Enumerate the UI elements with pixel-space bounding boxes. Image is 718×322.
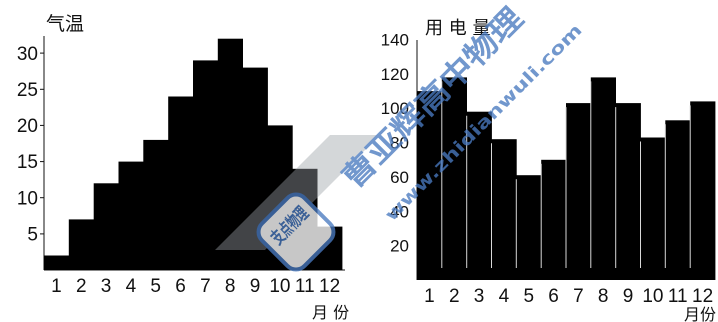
bar: [516, 175, 542, 280]
watermark-band: [215, 135, 380, 250]
y-tick-labels: 5 10 15 20 25 30: [17, 44, 44, 246]
x-tick-label: 12: [692, 286, 713, 307]
bar: [193, 60, 219, 271]
x-tick-label: 6: [548, 286, 559, 307]
x-tick-label: 10: [269, 276, 290, 297]
bar: [417, 91, 443, 280]
y-tick-label: 15: [17, 152, 38, 173]
x-tick-label: 8: [598, 286, 609, 307]
x-tick-label: 3: [474, 286, 485, 307]
bar: [541, 159, 567, 280]
bar: [665, 120, 691, 280]
x-tick-labels: 1 2 3 4 5 6 7 8 9 10 11 12: [424, 286, 713, 307]
bar: [466, 111, 492, 280]
x-tick-labels: 1 2 3 4 5 6 7 8 9 10 11 12: [51, 276, 340, 297]
x-tick-label: 7: [573, 286, 584, 307]
bar: [93, 183, 119, 270]
y-tick-label: 140: [381, 31, 409, 50]
y-tick-label: 20: [17, 116, 38, 137]
x-tick-label: 2: [449, 286, 460, 307]
x-tick-label: 1: [51, 276, 62, 297]
x-tick-label: 10: [642, 286, 663, 307]
bar: [143, 139, 169, 270]
y-tick-label: 20: [390, 237, 409, 256]
x-tick-label: 6: [175, 276, 186, 297]
bars: [44, 38, 343, 271]
y-tick-label: 5: [27, 225, 38, 246]
y-tick-label: 80: [390, 134, 409, 153]
bars: [417, 77, 716, 281]
y-axis-label: 用 电 量: [425, 18, 490, 39]
x-tick-label: 5: [150, 276, 161, 297]
y-tick-label: 60: [390, 168, 409, 187]
y-tick-label: 30: [17, 44, 38, 65]
bar: [566, 103, 592, 280]
bar: [168, 96, 194, 270]
y-tick-label: 100: [381, 99, 409, 118]
bar: [615, 103, 641, 280]
y-axis-label: 气温: [46, 13, 84, 35]
x-tick-label: 9: [250, 276, 261, 297]
y-tick-label: 10: [17, 188, 38, 209]
x-tick-label: 12: [319, 276, 340, 297]
x-axis-label: 月份: [684, 305, 716, 322]
bar: [44, 255, 70, 270]
y-tick-label: 40: [390, 202, 409, 221]
x-tick-label: 11: [295, 276, 315, 297]
bar: [590, 77, 616, 281]
x-tick-label: 2: [76, 276, 87, 297]
x-tick-label: 4: [126, 276, 137, 297]
x-tick-label: 3: [101, 276, 112, 297]
bar: [217, 38, 243, 271]
x-tick-label: 7: [200, 276, 211, 297]
x-tick-label: 1: [424, 286, 435, 307]
bar: [118, 161, 144, 270]
y-tick-labels: 20 40 60 80 100 120 140: [381, 31, 409, 256]
y-tick-label: 25: [17, 80, 38, 101]
x-tick-label: 4: [499, 286, 510, 307]
x-tick-label: 5: [524, 286, 535, 307]
bar: [491, 139, 517, 280]
bar: [68, 219, 94, 270]
x-tick-label: 8: [225, 276, 236, 297]
bar: [640, 137, 666, 280]
x-tick-label: 9: [623, 286, 634, 307]
y-tick-label: 120: [381, 65, 409, 84]
x-axis-label: 月 份: [312, 303, 349, 322]
x-tick-label: 11: [668, 286, 688, 307]
watermark-seal: 支点物理: [256, 192, 336, 272]
bar: [690, 101, 716, 281]
bar: [441, 77, 467, 281]
